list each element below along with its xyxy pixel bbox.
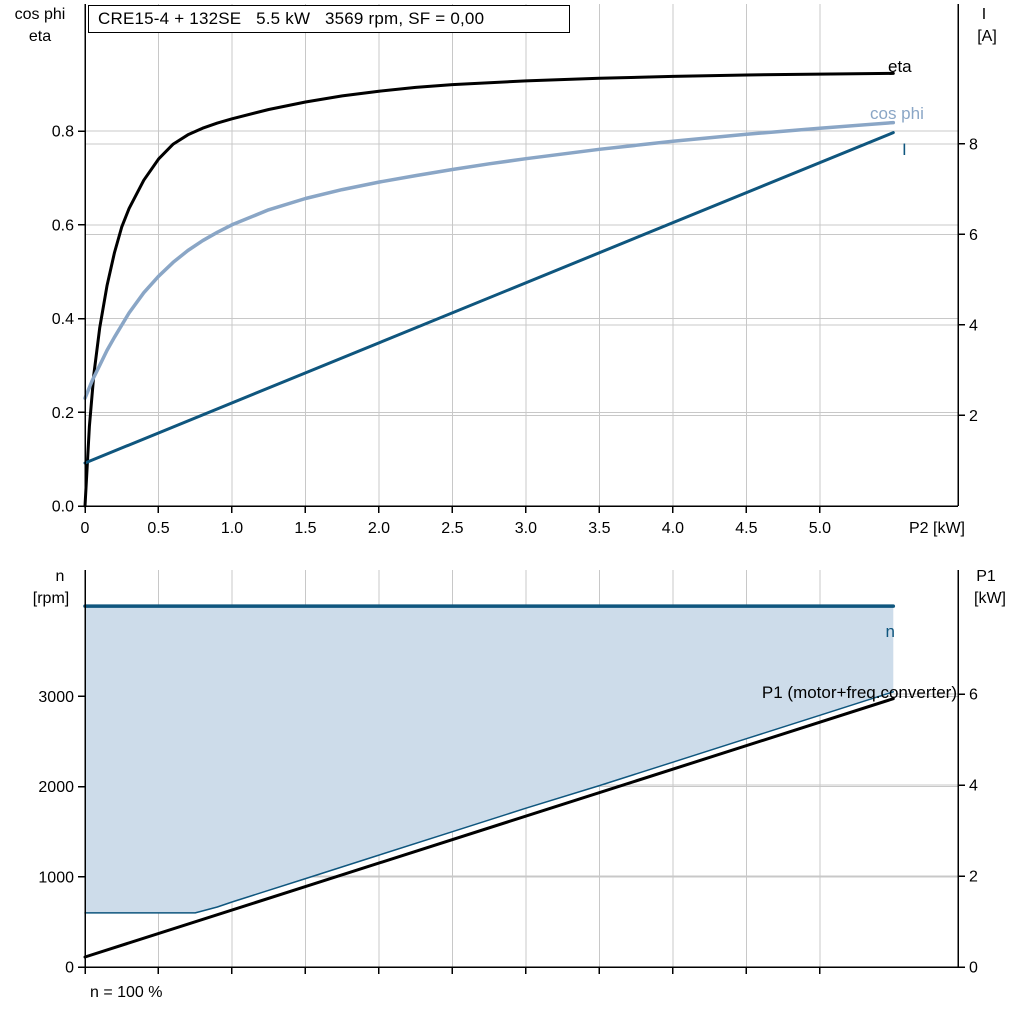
tick-label-bottom: 2.0 (368, 520, 390, 537)
tick-label-bottom: 4.5 (735, 520, 757, 537)
tick-label-bottom: 5.0 (809, 520, 831, 537)
tick-label-left: 0.6 (52, 217, 74, 234)
tick-label-bottom: 1.0 (221, 520, 243, 537)
tick-label-left: 0.2 (52, 405, 74, 422)
tick-label-left: 0.8 (52, 124, 74, 141)
left-axis-title: eta (29, 28, 51, 45)
right-axis-title: P1 (976, 568, 996, 585)
right-axis-title: [kW] (974, 590, 1006, 607)
tick-label-bottom: 0.5 (147, 520, 169, 537)
speed-footnote: n = 100 % (90, 984, 163, 1001)
tick-label-bottom: 2.5 (441, 520, 463, 537)
tick-label-left: 3000 (38, 689, 74, 706)
tick-label-left: 0 (65, 960, 74, 977)
tick-label-bottom: 1.5 (294, 520, 316, 537)
right-axis-title: I (982, 6, 986, 23)
left-axis-title: [rpm] (33, 590, 69, 607)
left-axis-title: n (56, 568, 65, 585)
tick-label-left: 0.4 (52, 311, 74, 328)
left-axis-title: cos phi (15, 6, 66, 23)
curve-label-n: n (886, 622, 895, 641)
tick-label-right: 2 (969, 869, 978, 886)
tick-label-left: 1000 (38, 869, 74, 886)
tick-label-bottom: 3.5 (588, 520, 610, 537)
chart-title-box: CRE15-4 + 132SE 5.5 kW 3569 rpm, SF = 0,… (88, 5, 570, 33)
tick-label-right: 8 (969, 136, 978, 153)
curve-label-P1: P1 (motor+freq.converter) (762, 683, 957, 702)
curve-label-cos-phi: cos phi (870, 104, 924, 123)
tick-label-bottom: 3.0 (515, 520, 537, 537)
curve-P1 (83, 697, 895, 959)
tick-label-right: 6 (969, 687, 978, 704)
tick-label-right: 0 (969, 960, 978, 977)
tick-label-bottom: 0 (81, 520, 90, 537)
curve-nmin (84, 691, 895, 914)
curve-cos-phi (83, 120, 896, 400)
curve-label-eta: eta (888, 57, 912, 76)
tick-label-right: 4 (969, 317, 978, 334)
curve-I (83, 131, 895, 465)
tick-label-left: 0.0 (52, 499, 74, 516)
x-axis-title: P2 [kW] (909, 520, 965, 537)
tick-label-right: 6 (969, 227, 978, 244)
tick-label-right: 2 (969, 408, 978, 425)
curve-eta (83, 71, 895, 508)
curve-label-I: I (902, 140, 907, 159)
right-axis-title: [A] (977, 28, 997, 45)
speed-range-area (85, 606, 894, 913)
tick-label-bottom: 4.0 (662, 520, 684, 537)
tick-label-left: 2000 (38, 779, 74, 796)
tick-label-right: 4 (969, 778, 978, 795)
